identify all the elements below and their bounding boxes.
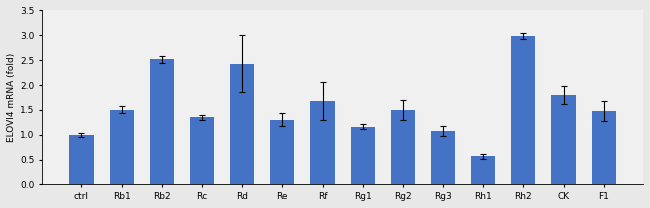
- Bar: [270, 120, 294, 184]
- Bar: [350, 127, 375, 184]
- Bar: [230, 64, 254, 184]
- Bar: [551, 95, 575, 184]
- Bar: [110, 110, 134, 184]
- Bar: [431, 131, 455, 184]
- Bar: [592, 111, 616, 184]
- Bar: [311, 101, 335, 184]
- Bar: [150, 59, 174, 184]
- Bar: [190, 117, 214, 184]
- Bar: [512, 36, 536, 184]
- Bar: [391, 110, 415, 184]
- Y-axis label: ELOVl4 mRNA (fold): ELOVl4 mRNA (fold): [7, 53, 16, 142]
- Bar: [471, 156, 495, 184]
- Bar: [70, 135, 94, 184]
